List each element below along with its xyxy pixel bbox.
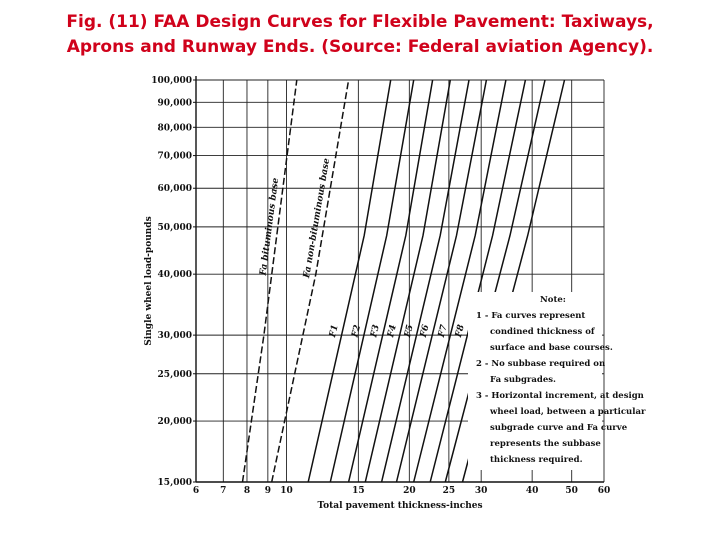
note-line: represents the subbase [490, 439, 601, 449]
x-axis-label: Total pavement thickness-inches [317, 501, 482, 511]
series-label: F8 [454, 323, 467, 339]
series-line-f4 [364, 79, 452, 483]
series-label: F4 [386, 324, 399, 340]
x-tick-label: 40 [526, 486, 539, 496]
note-line: Note: [540, 295, 566, 305]
series-label: F7 [437, 323, 450, 339]
y-axis-label: Single wheel load-pounds [144, 216, 154, 345]
series-label: F2 [350, 324, 363, 340]
series-line-f5 [380, 79, 470, 483]
y-tick-label: 70,000 [158, 152, 192, 162]
series-label: F3 [369, 324, 382, 340]
series-line-f2 [329, 79, 415, 483]
series-label: F6 [419, 323, 432, 339]
note-line: 1 - Fa curves represent [476, 311, 585, 321]
y-tick-label: 60,000 [158, 184, 192, 194]
x-tick-label: 15 [352, 486, 365, 496]
x-tick-label: 10 [280, 486, 293, 496]
note-line: wheel load, between a particular [489, 407, 646, 417]
series-label: Fa non-bituminous base [302, 157, 332, 279]
note-line: 2 - No subbase required on [476, 359, 605, 369]
x-tick-label: 30 [475, 486, 488, 496]
y-tick-label: 30,000 [158, 331, 192, 341]
y-tick-label: 20,000 [158, 417, 192, 427]
y-tick-label: 90,000 [158, 98, 192, 108]
y-tick-label: 100,000 [151, 76, 192, 86]
x-tick-label: 25 [443, 486, 456, 496]
series-line-f3 [347, 79, 434, 483]
series-line-fa-non-bituminous-base [270, 79, 350, 483]
series-line-f8 [429, 79, 527, 483]
series-line-f7 [412, 79, 507, 483]
y-tick-label: 15,000 [158, 478, 192, 488]
note-line: surface and base courses. [490, 343, 613, 353]
x-tick-label: 60 [598, 486, 611, 496]
y-tick-label: 40,000 [158, 270, 192, 280]
note-line: 3 - Horizontal increment, at design [476, 391, 644, 401]
y-tick-label: 50,000 [158, 223, 192, 233]
series-line-f6 [395, 79, 488, 483]
note-line: subgrade curve and Fa curve [490, 423, 628, 433]
series-line-f1 [307, 79, 392, 483]
note-layer: Note: 1 - Fa curves represent condined thi… [468, 292, 646, 470]
note-line: Fa subgrades. [490, 375, 556, 385]
series-label: F5 [403, 324, 416, 340]
x-tick-label: 8 [244, 486, 250, 496]
figure-title: Fig. (11) FAA Design Curves for Flexible… [0, 10, 720, 60]
note-line: thickness required. [490, 455, 583, 465]
figure-title-line-2: Aprons and Runway Ends. (Source: Federal… [66, 37, 654, 57]
figure-title-line-1: Fig. (11) FAA Design Curves for Flexible… [66, 12, 654, 32]
y-tick-label: 25,000 [158, 370, 192, 380]
y-tick-label: 80,000 [158, 123, 192, 133]
series-line-fa-bituminous-base [241, 79, 298, 483]
x-tick-label: 50 [565, 486, 578, 496]
x-tick-label: 9 [265, 486, 271, 496]
x-tick-label: 20 [403, 486, 416, 496]
x-tick-label: 6 [193, 486, 199, 496]
series-label: F1 [328, 324, 341, 340]
x-tick-label: 7 [220, 486, 226, 496]
series-line-f9 [444, 79, 546, 483]
note-line: condined thickness of [490, 327, 596, 337]
note-background [468, 292, 602, 470]
